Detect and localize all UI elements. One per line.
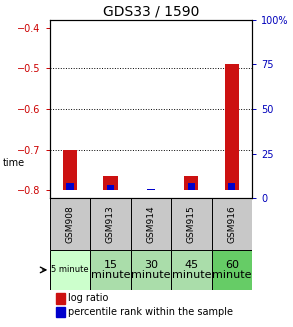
Text: 60
minute: 60 minute	[212, 260, 251, 280]
Text: percentile rank within the sample: percentile rank within the sample	[68, 307, 233, 317]
Bar	[107, 185, 114, 190]
Bar	[56, 307, 65, 318]
Text: time: time	[3, 159, 25, 168]
Bar	[67, 183, 74, 190]
Text: 15
minute: 15 minute	[91, 260, 130, 280]
Bar	[188, 183, 195, 190]
Bar	[184, 176, 198, 190]
Text: log ratio: log ratio	[68, 293, 108, 303]
Title: GDS33 / 1590: GDS33 / 1590	[103, 5, 199, 18]
Bar	[225, 64, 239, 190]
FancyBboxPatch shape	[90, 198, 131, 250]
Bar	[103, 176, 117, 190]
Text: GSM916: GSM916	[227, 205, 236, 243]
FancyBboxPatch shape	[131, 198, 171, 250]
Text: GSM914: GSM914	[146, 205, 155, 243]
Bar	[63, 149, 77, 190]
FancyBboxPatch shape	[212, 250, 252, 290]
FancyBboxPatch shape	[50, 198, 90, 250]
FancyBboxPatch shape	[212, 198, 252, 250]
Text: GSM913: GSM913	[106, 205, 115, 243]
Text: GSM908: GSM908	[66, 205, 74, 243]
Bar	[147, 189, 154, 190]
Text: 45
minute: 45 minute	[172, 260, 211, 280]
FancyBboxPatch shape	[171, 198, 212, 250]
Bar	[56, 293, 65, 304]
FancyBboxPatch shape	[131, 250, 171, 290]
FancyBboxPatch shape	[50, 250, 90, 290]
Text: 30
minute: 30 minute	[131, 260, 171, 280]
Bar	[228, 183, 235, 190]
FancyBboxPatch shape	[90, 250, 131, 290]
FancyBboxPatch shape	[171, 250, 212, 290]
Text: GSM915: GSM915	[187, 205, 196, 243]
Text: 5 minute: 5 minute	[51, 266, 89, 274]
